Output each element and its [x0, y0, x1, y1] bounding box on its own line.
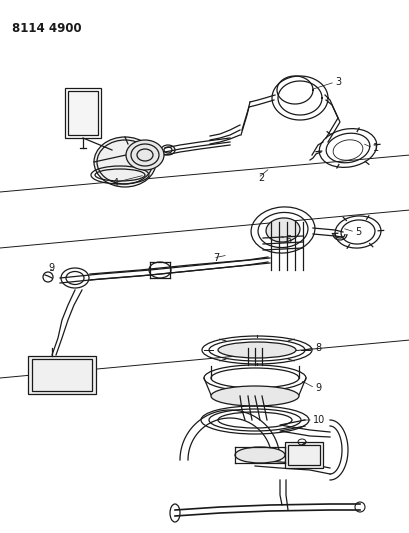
Text: 9: 9 — [314, 383, 320, 393]
Text: 2: 2 — [257, 173, 264, 183]
Bar — [287, 445, 319, 465]
Text: 7: 7 — [213, 253, 219, 263]
Text: 3: 3 — [334, 77, 340, 87]
Text: 5: 5 — [354, 227, 360, 237]
Text: 6: 6 — [284, 235, 290, 245]
Text: 8114 4900: 8114 4900 — [12, 22, 81, 35]
Ellipse shape — [218, 342, 295, 358]
Text: 4: 4 — [113, 178, 119, 188]
Ellipse shape — [211, 386, 298, 406]
Text: 8: 8 — [314, 343, 320, 353]
Bar — [68, 91, 98, 135]
Ellipse shape — [218, 412, 291, 428]
Text: 9: 9 — [48, 263, 54, 273]
Text: 1: 1 — [372, 143, 378, 153]
Ellipse shape — [94, 137, 155, 187]
Text: 10: 10 — [312, 415, 324, 425]
Bar — [28, 356, 96, 394]
Ellipse shape — [126, 140, 164, 170]
Ellipse shape — [265, 218, 299, 242]
Bar — [32, 359, 92, 391]
Ellipse shape — [234, 447, 284, 463]
Bar — [65, 88, 101, 138]
Bar — [284, 442, 322, 468]
